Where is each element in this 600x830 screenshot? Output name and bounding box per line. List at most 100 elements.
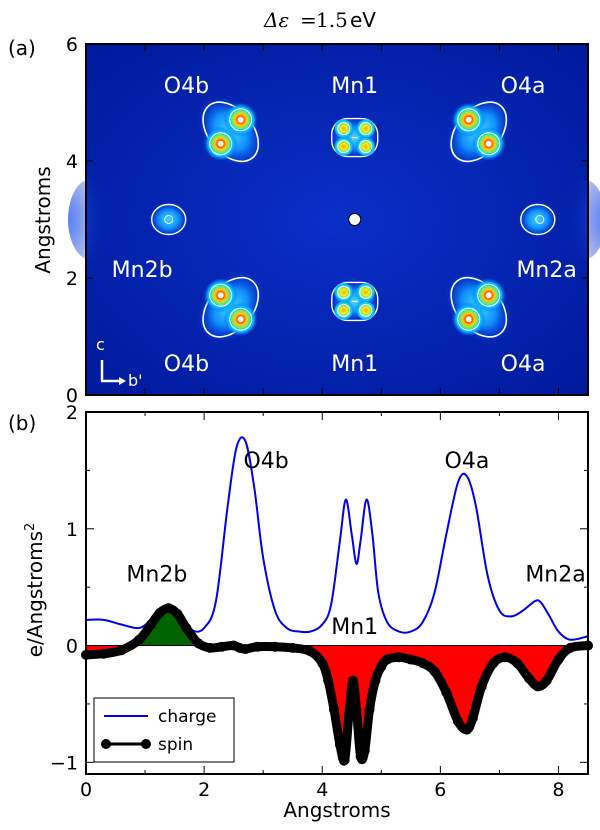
contour-inner [209, 283, 233, 307]
density-lobe [355, 136, 376, 157]
spin-point [339, 754, 350, 765]
y-tick-label: 2 [66, 402, 78, 424]
spin-point [329, 704, 340, 715]
spin-point [541, 675, 552, 686]
title-unit: eV [350, 8, 376, 32]
nucleus [237, 116, 244, 123]
spin-point [154, 607, 165, 618]
ylabel-main: e/Angstroms [23, 531, 47, 657]
x-tick-label: 4 [316, 779, 328, 801]
edge-glow-right [562, 179, 600, 260]
spin-point [565, 642, 576, 653]
legend-spin-marker-left [101, 739, 111, 749]
panel-a-title: Δε = 1.5 eV [263, 8, 376, 32]
x-tick-label: 0 [80, 779, 92, 801]
spin-point [163, 603, 174, 614]
density-lobe [333, 300, 354, 321]
panel-b-y-axis-label: e/Angstroms2 [23, 523, 47, 658]
spin-point [364, 704, 375, 715]
contour-inner [229, 307, 253, 331]
contour-outer [331, 281, 379, 322]
contour-inner [359, 303, 373, 317]
contour-inner [359, 285, 373, 299]
spin-point [461, 724, 472, 735]
atom-label-mn2a: Mn2a [516, 258, 576, 283]
b-axis-label: b' [128, 371, 143, 390]
panel-b-label: (b) [8, 411, 36, 435]
spin-point [252, 641, 263, 652]
spin-point [205, 642, 216, 653]
ylabel-superscript: 2 [23, 523, 38, 531]
spin-point [145, 619, 156, 630]
plot-frame [85, 411, 589, 775]
spin-point [98, 648, 109, 659]
heatmap-density [68, 96, 600, 343]
annotation-o4a: O4a [445, 449, 490, 474]
spin-point [441, 687, 452, 698]
spin-point [553, 654, 564, 665]
atom-density-o4b [197, 271, 265, 343]
legend: charge spin [93, 697, 235, 763]
y-tick-label: 0 [66, 385, 78, 407]
atom-label-mn1: Mn1 [331, 74, 378, 99]
spin-point [405, 654, 416, 665]
contour-inner [164, 215, 174, 224]
atom-density-mn1 [329, 116, 380, 159]
nucleus [465, 316, 472, 323]
spin-point [532, 681, 543, 692]
nucleus [217, 140, 224, 147]
atom-label-o4b: O4b [164, 74, 209, 99]
spin-point [287, 642, 298, 653]
spin-point [347, 675, 358, 686]
spin-point [343, 710, 354, 721]
panel-a-label: (a) [8, 36, 36, 60]
density-lobe [333, 118, 354, 139]
spin-point [240, 644, 251, 655]
spin-point [523, 673, 534, 684]
contour-inner [477, 283, 501, 307]
spin-point [394, 652, 405, 663]
spin-point [193, 638, 204, 649]
contour-inner [359, 140, 373, 154]
nucleus [465, 116, 472, 123]
spin-point [172, 609, 183, 620]
nucleus [485, 140, 492, 147]
contour-inner [229, 108, 253, 132]
contour-outer [520, 203, 556, 236]
density-halo [148, 201, 189, 238]
atom-label-mn1: Mn1 [331, 352, 378, 377]
atom-density-mn2b [148, 201, 189, 238]
spin-point [269, 641, 280, 652]
legend-charge-label: charge [158, 707, 216, 727]
density-lobe [355, 282, 376, 303]
heatmap-frame [85, 43, 589, 396]
contour-inner [535, 215, 545, 224]
atom-label-mn2b: Mn2b [112, 258, 173, 283]
panel-a-y-axis: 0 2 4 6 [66, 34, 588, 407]
orientation-axes: c b' [96, 335, 143, 390]
atom-density-mn2a [517, 201, 558, 238]
spin-point [382, 654, 393, 665]
contour-inner [359, 122, 373, 136]
panel-b-x-axis-label: Angstroms [283, 798, 390, 822]
annotation-mn1: Mn1 [331, 615, 378, 640]
title-equals: = [300, 8, 317, 32]
x-tick-label: 2 [198, 779, 210, 801]
density-lobe [333, 282, 354, 303]
spin-point [351, 704, 362, 715]
nucleus [237, 316, 244, 323]
nucleus [217, 292, 224, 299]
spin-point [305, 646, 316, 657]
spin-point [116, 645, 127, 656]
atom-density-o4a [445, 96, 513, 168]
y-tick-label: 0 [66, 636, 78, 658]
spin-point [317, 658, 328, 669]
contour-inner [337, 122, 351, 136]
peak-annotations: O4b O4a Mn2b Mn2a Mn1 [126, 449, 585, 640]
title-value: 1.5 [316, 8, 348, 32]
spin-point [500, 652, 511, 663]
atom-density-o4b [197, 96, 265, 168]
